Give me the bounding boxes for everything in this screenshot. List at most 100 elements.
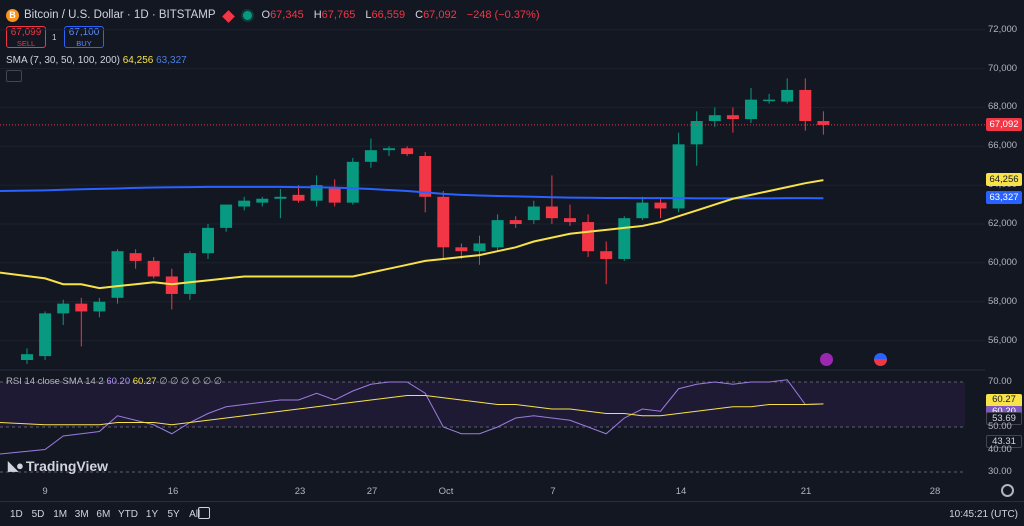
bottom-toolbar xyxy=(0,501,1024,526)
candle-body xyxy=(600,251,613,259)
candle-body xyxy=(690,121,703,145)
candle xyxy=(509,216,522,228)
time-axis-label: 16 xyxy=(167,486,179,497)
candle-body xyxy=(491,220,504,248)
candle xyxy=(183,251,196,300)
candle-body xyxy=(419,156,432,197)
candle xyxy=(328,179,341,207)
rsi-axis-label: 30.00 xyxy=(988,466,1012,477)
time-axis-label: 21 xyxy=(800,486,812,497)
candle xyxy=(527,200,540,224)
timeframe-1m-button[interactable]: 1M xyxy=(53,509,68,520)
tradingview-logo: ◣● TradingView xyxy=(8,458,109,474)
lightning-event-icon[interactable] xyxy=(820,353,833,366)
rsi-legend[interactable]: RSI 14 close SMA 14 2 60.20 60.27 ∅ ∅ ∅ … xyxy=(6,376,222,387)
price-axis-label: 56,000 xyxy=(988,334,1018,346)
timeframe-ytd-button[interactable]: YTD xyxy=(118,509,138,520)
candle-body xyxy=(220,204,233,228)
timeframe-3m-button[interactable]: 3M xyxy=(74,509,89,520)
sma-blue-tag: 63,327 xyxy=(986,191,1022,205)
buy-button[interactable]: 67,100 BUY xyxy=(64,26,104,48)
candle xyxy=(57,299,70,326)
candle-body xyxy=(582,222,595,252)
sma-line-yellow xyxy=(0,179,824,290)
candle-body xyxy=(509,220,522,224)
last-price-tag: 67,092 xyxy=(986,117,1022,131)
ohlc-key: H xyxy=(313,9,322,21)
candle xyxy=(672,132,685,213)
candle xyxy=(346,157,359,205)
sma-value-yellow: 64,256 xyxy=(122,55,154,66)
candle-body xyxy=(564,218,576,223)
ohlc-value: 67,765 xyxy=(321,9,356,21)
candle-body xyxy=(183,253,196,294)
us-flag-event-icon[interactable] xyxy=(874,353,887,366)
candle xyxy=(111,249,124,304)
candle-body xyxy=(383,148,395,151)
candle-body xyxy=(75,303,88,312)
collapse-legend-button[interactable] xyxy=(6,70,22,82)
symbol-title[interactable]: Bitcoin / U.S. Dollar · 1D · BITSTAMP xyxy=(24,9,216,21)
candle xyxy=(93,297,106,318)
candle-body xyxy=(745,99,757,120)
price-axis-label: 60,000 xyxy=(988,256,1018,268)
ohlc-value: 67,092 xyxy=(423,9,457,21)
candle xyxy=(75,297,88,347)
rsi-axis-tag: 43.31 xyxy=(986,435,1022,449)
candle xyxy=(129,249,142,269)
candle-body xyxy=(781,89,794,102)
candle xyxy=(726,107,739,133)
candle xyxy=(582,214,595,258)
candle-body xyxy=(328,187,341,203)
candle-body xyxy=(473,243,486,252)
buy-price: 67,100 xyxy=(68,27,100,38)
ohlc-key: O xyxy=(261,9,271,21)
rsi-axis-label: 70.00 xyxy=(988,376,1012,387)
ohlc-values: O67,345 H67,765 L66,559 C67,092 −248 (−0.37%… xyxy=(262,9,550,21)
timeframe-6m-button[interactable]: 6M xyxy=(96,509,111,520)
candle xyxy=(274,189,287,219)
rsi-legend-label: RSI 14 close SMA 14 2 xyxy=(6,376,104,387)
buy-label: BUY xyxy=(76,39,92,48)
candle-body xyxy=(455,247,468,252)
sell-label: SELL xyxy=(16,39,36,48)
rsi-value: 60.20 xyxy=(106,376,131,387)
rsi-axis-tag: 60.27 xyxy=(986,393,1022,407)
candle-body xyxy=(292,194,305,201)
candle-body xyxy=(545,206,558,219)
timeframe-5d-button[interactable]: 5D xyxy=(31,509,45,520)
sma-legend-label: SMA (7, 30, 50, 100, 200) xyxy=(6,55,120,66)
date-range-calendar-icon[interactable] xyxy=(198,507,210,519)
rsi-axis-label: 40.00 xyxy=(988,443,1012,455)
timeframe-all-button[interactable]: All xyxy=(189,509,201,520)
candle-body xyxy=(437,196,450,248)
candle-body xyxy=(39,313,52,357)
candle xyxy=(491,214,504,252)
candle xyxy=(256,196,269,207)
ohlc-value: 67,345 xyxy=(270,9,304,21)
timeframe-5y-button[interactable]: 5Y xyxy=(167,509,180,520)
rsi-axis-tag: 53.69 xyxy=(986,411,1022,425)
candle-body xyxy=(202,227,214,254)
settings-gear-icon[interactable] xyxy=(1001,484,1014,497)
price-axis-label: 66,000 xyxy=(988,140,1018,152)
clock[interactable]: 10:45:21 (UTC) xyxy=(949,509,1018,520)
candle-body xyxy=(274,196,287,199)
rsi-axis-label: 50.00 xyxy=(988,421,1012,432)
price-axis-label: 70,000 xyxy=(988,62,1018,74)
timeframe-1d-button[interactable]: 1D xyxy=(10,509,23,520)
candle xyxy=(781,78,794,104)
sell-button[interactable]: 67,099 SELL xyxy=(6,26,46,48)
ohlc-item: C67,092 xyxy=(415,9,462,21)
sell-price: 67,099 xyxy=(10,27,42,38)
rsi-line xyxy=(0,379,824,455)
candle xyxy=(545,175,558,224)
ohlc-item: H67,765 xyxy=(314,9,361,21)
candle xyxy=(202,224,214,259)
timeframe-1y-button[interactable]: 1Y xyxy=(145,509,159,520)
sma-legend[interactable]: SMA (7, 30, 50, 100, 200) 64,256 63,327 xyxy=(6,55,187,66)
time-axis-label: 9 xyxy=(42,486,48,497)
candle-body xyxy=(129,253,142,261)
ohlc-key: L xyxy=(365,9,372,21)
